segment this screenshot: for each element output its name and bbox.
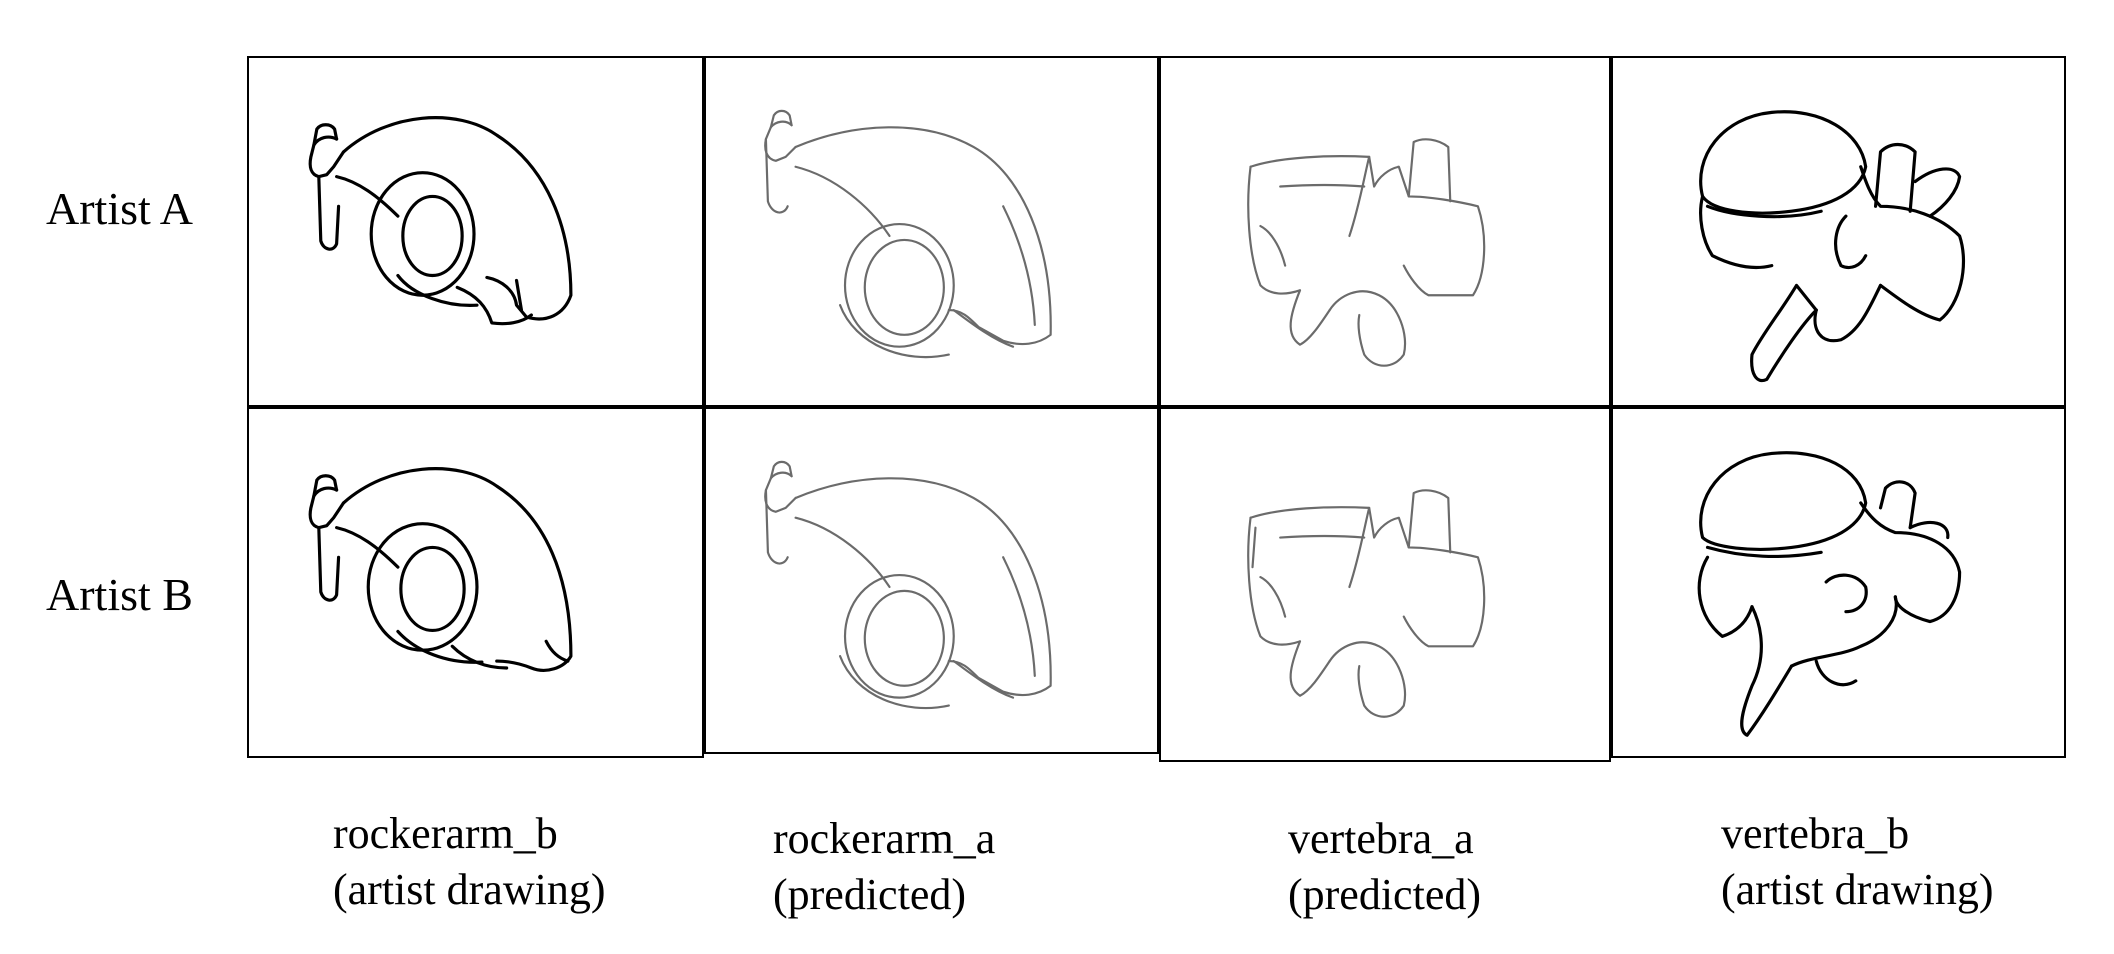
- vertebra-drawing: [1697, 451, 1962, 737]
- caption-name: rockerarm_b: [333, 809, 558, 858]
- caption-kind: (predicted): [773, 870, 966, 919]
- cell-artist-b-vertebra-b: [1611, 407, 2066, 758]
- cell-artist-b-rockerarm-a: [704, 407, 1159, 754]
- rockerarm-drawing: [308, 116, 573, 326]
- rockerarm-drawing: [308, 467, 573, 672]
- caption-kind: (predicted): [1288, 870, 1481, 919]
- column-caption-rockerarm-b: rockerarm_b (artist drawing): [333, 806, 605, 918]
- vertebra-drawing: [1247, 489, 1486, 718]
- cell-artist-a-vertebra-a: [1159, 56, 1611, 407]
- cell-artist-a-vertebra-b: [1611, 56, 2066, 407]
- rockerarm-drawing: [764, 109, 1052, 359]
- cell-artist-a-rockerarm-b: [247, 56, 704, 407]
- vertebra-drawing: [1699, 110, 1966, 383]
- column-caption-vertebra-b: vertebra_b (artist drawing): [1721, 806, 1993, 918]
- row-label-artist-a: Artist A: [46, 183, 193, 234]
- cell-artist-b-vertebra-a: [1159, 407, 1611, 762]
- column-caption-rockerarm-a: rockerarm_a (predicted): [773, 811, 995, 923]
- caption-name: rockerarm_a: [773, 814, 996, 863]
- caption-kind: (artist drawing): [1721, 865, 1994, 914]
- column-caption-vertebra-a: vertebra_a (predicted): [1288, 811, 1481, 923]
- rockerarm-drawing: [764, 460, 1052, 710]
- caption-name: vertebra_b: [1721, 809, 1910, 858]
- cell-artist-b-rockerarm-b: [247, 407, 704, 758]
- cell-artist-a-rockerarm-a: [704, 56, 1159, 407]
- caption-name: vertebra_a: [1288, 814, 1474, 863]
- vertebra-drawing: [1247, 138, 1486, 367]
- row-label-artist-b: Artist B: [46, 569, 193, 620]
- caption-kind: (artist drawing): [333, 865, 606, 914]
